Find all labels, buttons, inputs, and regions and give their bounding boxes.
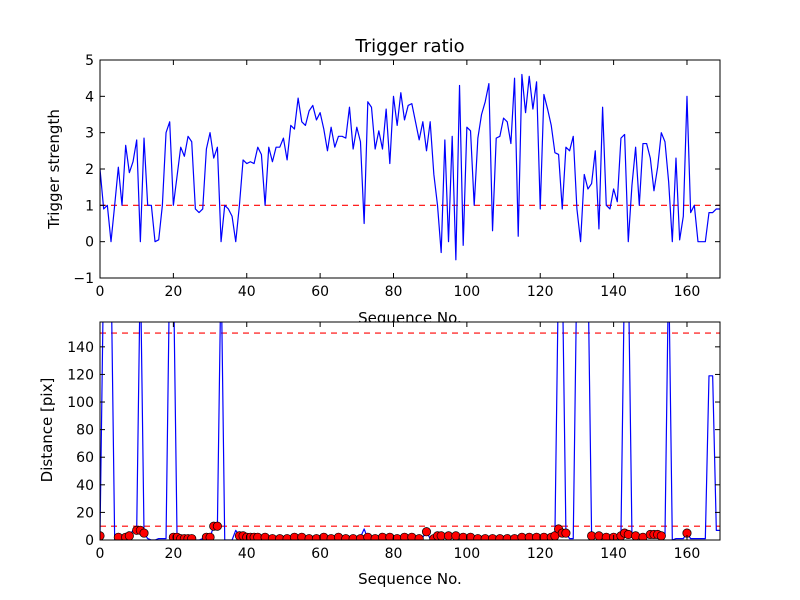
bottom-x-tick-label: 120: [527, 546, 554, 562]
bottom-y-tick-label: 120: [67, 367, 94, 383]
bottom-plot-background: [100, 322, 720, 540]
top-y-tick-label: 3: [85, 126, 94, 142]
top-plot-background: [100, 60, 720, 278]
top-x-tick-label: 140: [600, 284, 627, 300]
bottom-x-tick-label: 100: [453, 546, 480, 562]
top-x-tick-label: 120: [527, 284, 554, 300]
bottom-data-layer: [100, 322, 720, 540]
bottom-x-tick-label: 40: [238, 546, 256, 562]
bottom-y-tick-label: 60: [76, 450, 94, 466]
top-data-layer: [100, 73, 720, 261]
distance-panel: Distance [pix] Sequence No. 0 20 40 60 80 100…: [38, 321, 721, 588]
top-x-tick-label: 0: [96, 284, 105, 300]
top-x-tick-label: 20: [164, 284, 182, 300]
top-y-tick-label: 2: [85, 162, 94, 178]
bottom-y-tick-label: 0: [85, 533, 94, 549]
top-y-tick-label: 1: [85, 198, 94, 214]
top-series-line-0: [100, 73, 720, 261]
bottom-x-tick-label: 160: [674, 546, 701, 562]
top-x-tick-label: 80: [385, 284, 403, 300]
top-x-tick-label: 40: [238, 284, 256, 300]
bottom-y-tick-label: 140: [67, 340, 94, 356]
top-y-tick-label: 4: [85, 89, 94, 105]
bottom-marker-point: [212, 521, 222, 531]
top-y-axis-label: Trigger strength: [45, 109, 63, 230]
bottom-y-axis-label: Distance [pix]: [38, 378, 56, 483]
bottom-y-tick-label: 40: [76, 478, 94, 494]
bottom-marker-point: [139, 528, 149, 538]
bottom-x-tick-label: 20: [164, 546, 182, 562]
bottom-marker-point: [205, 532, 215, 540]
bottom-marker-point: [561, 528, 571, 538]
bottom-x-axis-label: Sequence No.: [358, 570, 462, 588]
bottom-marker-point: [414, 534, 424, 540]
bottom-marker-point: [594, 531, 604, 540]
bottom-marker-point: [187, 534, 197, 540]
trigger-ratio-panel: Trigger ratio Trigger strength Sequence …: [45, 36, 721, 327]
bottom-x-tick-label: 80: [385, 546, 403, 562]
bottom-plot-area: 0 20 40 60 80 100 120 140 160 0 20 40 60 80 100 120 140: [67, 321, 721, 562]
top-y-tick-label: −1: [73, 271, 94, 287]
bottom-marker-point: [124, 531, 134, 540]
top-x-tick-label: 100: [453, 284, 480, 300]
bottom-axes-frame: [99, 321, 721, 541]
bottom-x-tick-label: 140: [600, 546, 627, 562]
bottom-marker-point: [421, 527, 432, 537]
bottom-x-tick-label: 0: [96, 546, 105, 562]
bottom-x-tick-label: 60: [311, 546, 329, 562]
bottom-marker-point: [631, 531, 641, 540]
bottom-marker-point: [623, 529, 633, 540]
bottom-y-tick-label: 20: [76, 505, 94, 521]
top-y-tick-label: 5: [85, 53, 94, 69]
top-x-tick-label: 60: [311, 284, 329, 300]
bottom-y-tick-label: 100: [67, 395, 94, 411]
chart-title: Trigger ratio: [354, 36, 464, 57]
bottom-marker-point: [656, 531, 666, 540]
top-x-tick-label: 160: [674, 284, 701, 300]
bottom-y-tick-label: 80: [76, 423, 94, 439]
bottom-marker-point: [451, 531, 461, 540]
top-y-tick-label: 0: [85, 235, 94, 251]
